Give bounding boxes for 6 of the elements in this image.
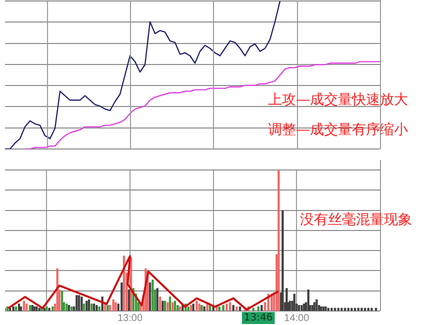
annotation: 13:46 — [244, 312, 273, 324]
annotation: 没有丝毫混量现象 — [300, 212, 412, 228]
annotation: 调整—成交量有序缩小 — [268, 122, 408, 138]
x-tick-label: 13:00 — [117, 312, 143, 324]
x-tick-label: 14:00 — [284, 312, 310, 324]
annotation: 上攻—成交量快速放大 — [268, 92, 408, 108]
